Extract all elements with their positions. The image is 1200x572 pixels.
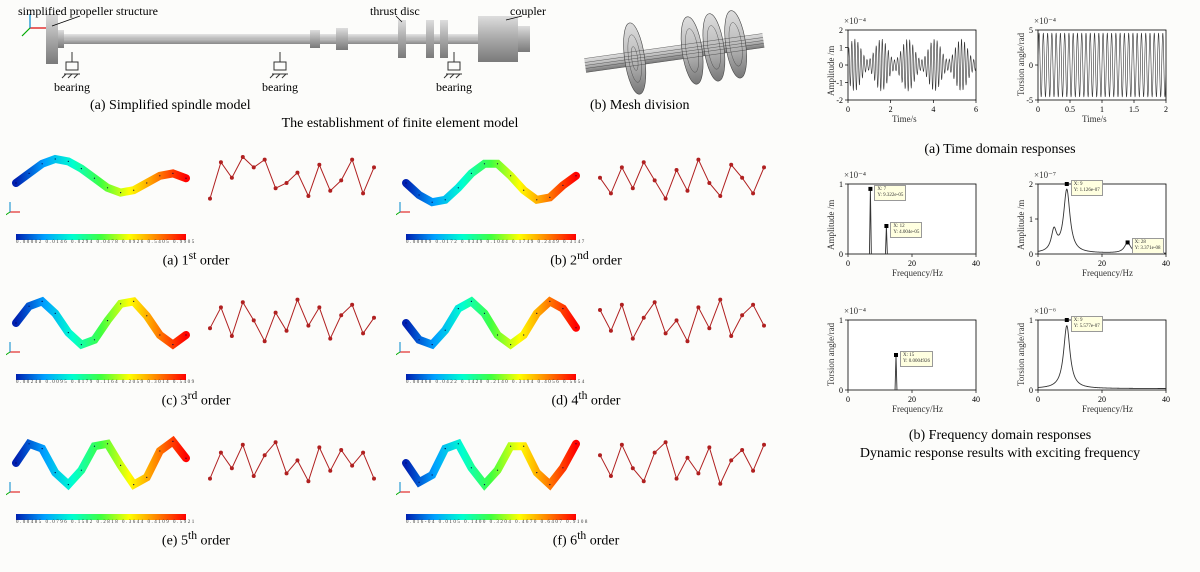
svg-text:0: 0 <box>839 386 843 395</box>
mode-cell-6: 0.016-04 0.0105 0.1400 0.3204 0.4670 0.6… <box>396 420 776 550</box>
responses-caption-main: Dynamic response results with exciting f… <box>800 446 1200 462</box>
label-coupler: coupler <box>510 4 546 19</box>
svg-text:40: 40 <box>1162 259 1170 268</box>
svg-text:1: 1 <box>839 44 843 53</box>
plot: 0204001Frequency/HzTorsion angle/rad×10⁻… <box>1008 306 1178 432</box>
spindle-caption-main: The establishment of finite element mode… <box>170 116 630 132</box>
svg-text:2: 2 <box>839 26 843 35</box>
mode-cell-3: 0.00248 0.0095 0.0179 0.1164 0.2059 0.30… <box>6 280 386 410</box>
mesh-division-svg <box>574 6 774 96</box>
svg-text:0: 0 <box>1036 105 1040 114</box>
svg-text:40: 40 <box>972 395 980 404</box>
svg-text:2: 2 <box>1029 180 1033 189</box>
svg-text:2: 2 <box>1164 105 1168 114</box>
svg-text:20: 20 <box>908 395 916 404</box>
svg-text:1: 1 <box>1029 215 1033 224</box>
mode-caption: (b) 2nd order <box>396 249 776 270</box>
spindle-diagram-area: simplified propeller structure thrust di… <box>10 6 790 136</box>
svg-text:1: 1 <box>1029 316 1033 325</box>
svg-text:5: 5 <box>1029 26 1033 35</box>
svg-text:20: 20 <box>1098 395 1106 404</box>
mode-caption: (e) 5th order <box>6 529 386 550</box>
plot: 00.511.52-505Time/sTorsion angle/rad×10⁻… <box>1008 16 1178 142</box>
mode-cell-5: 0.00485 0.0796 0.1502 0.2818 0.3644 0.41… <box>6 420 386 550</box>
label-bearing-3: bearing <box>436 80 472 95</box>
svg-text:0: 0 <box>1029 386 1033 395</box>
mode-caption: (d) 4th order <box>396 389 776 410</box>
mode-caption: (c) 3rd order <box>6 389 386 410</box>
svg-text:40: 40 <box>972 259 980 268</box>
plot: 0246-2-1012Time/sAmplitude /m×10⁻⁴ <box>818 16 988 142</box>
mode-cell-1: 0.00002 0.0146 0.0294 0.0478 0.0926 0.54… <box>6 140 386 270</box>
svg-text:0.5: 0.5 <box>1065 105 1075 114</box>
spindle-caption-a: (a) Simplified spindle model <box>90 98 251 114</box>
svg-text:40: 40 <box>1162 395 1170 404</box>
svg-text:6: 6 <box>974 105 978 114</box>
svg-text:-1: -1 <box>836 79 843 88</box>
svg-text:1.5: 1.5 <box>1129 105 1139 114</box>
label-thrust: thrust disc <box>370 4 420 19</box>
modes-grid: 0.00002 0.0146 0.0294 0.0478 0.0926 0.54… <box>6 140 786 560</box>
label-bearing-1: bearing <box>54 80 90 95</box>
right-panel: 0246-2-1012Time/sAmplitude /m×10⁻⁴00.511… <box>800 0 1200 572</box>
svg-text:0: 0 <box>1029 250 1033 259</box>
svg-text:-2: -2 <box>836 96 843 105</box>
svg-text:0: 0 <box>846 395 850 404</box>
svg-text:1: 1 <box>839 316 843 325</box>
svg-text:1: 1 <box>1100 105 1104 114</box>
responses-caption-b: (b) Frequency domain responses <box>800 428 1200 444</box>
svg-text:0: 0 <box>846 259 850 268</box>
plot: 02040012Frequency/HzAmplitude /m×10⁻⁷X: … <box>1008 170 1178 296</box>
spindle-caption-b: (b) Mesh division <box>590 98 690 114</box>
mode-caption: (f) 6th order <box>396 529 776 550</box>
label-bearing-2: bearing <box>262 80 298 95</box>
left-panel: simplified propeller structure thrust di… <box>0 0 800 572</box>
svg-text:0: 0 <box>839 61 843 70</box>
responses-caption-a: (a) Time domain responses <box>800 142 1200 158</box>
svg-text:20: 20 <box>1098 259 1106 268</box>
svg-text:1: 1 <box>839 180 843 189</box>
mode-cell-4: 0.00468 0.0422 0.1420 0.2140 0.3194 0.40… <box>396 280 776 410</box>
mode-cell-2: 0.00009 0.0172 0.0349 0.1044 0.1749 0.24… <box>396 140 776 270</box>
plot: 0204001Frequency/HzAmplitude /m×10⁻⁴X: 7… <box>818 170 988 296</box>
svg-text:20: 20 <box>908 259 916 268</box>
label-propeller: simplified propeller structure <box>18 4 158 19</box>
svg-text:0: 0 <box>1029 61 1033 70</box>
svg-text:2: 2 <box>889 105 893 114</box>
svg-text:4: 4 <box>931 105 935 114</box>
svg-text:-5: -5 <box>1026 96 1033 105</box>
svg-text:0: 0 <box>1036 259 1040 268</box>
svg-text:0: 0 <box>846 105 850 114</box>
svg-text:0: 0 <box>839 250 843 259</box>
svg-text:0: 0 <box>1036 395 1040 404</box>
plot: 0204001Frequency/HzTorsion angle/rad×10⁻… <box>818 306 988 432</box>
mode-caption: (a) 1st order <box>6 249 386 270</box>
